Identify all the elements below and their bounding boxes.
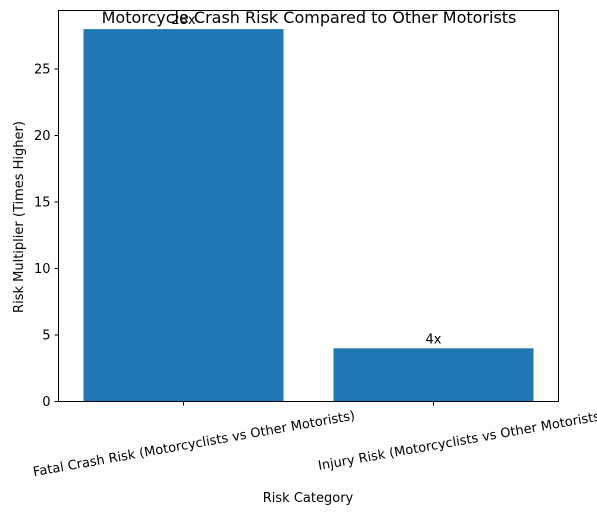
y-axis: 0 5 10 15 20 25 [34,63,59,410]
chart-title: Motorcycle Crash Risk Compared to Other … [102,8,517,27]
y-tick-label-5: 25 [34,63,51,78]
bar-0 [83,29,284,402]
bar-data-label-1: 4x [426,332,442,347]
x-axis-label: Risk Category [263,491,354,506]
bars-layer: 28x 4x [83,13,534,402]
x-tick-label-0: Fatal Crash Risk (Motorcyclists vs Other… [32,409,356,480]
bar-1 [333,348,534,402]
y-tick-label-2: 10 [34,262,51,277]
plot-frame [58,10,559,402]
y-tick-label-4: 20 [34,129,51,144]
x-axis: Fatal Crash Risk (Motorcyclists vs Other… [32,401,597,480]
y-axis-label: Risk Multiplier (Times Higher) [12,121,27,313]
y-tick-label-3: 15 [34,196,51,211]
bar-data-label-0: 28x [171,13,196,28]
x-tick-label-1: Injury Risk (Motorcyclists vs Other Moto… [317,409,597,474]
y-tick-label-0: 0 [42,395,50,410]
y-tick-label-1: 5 [42,329,50,344]
